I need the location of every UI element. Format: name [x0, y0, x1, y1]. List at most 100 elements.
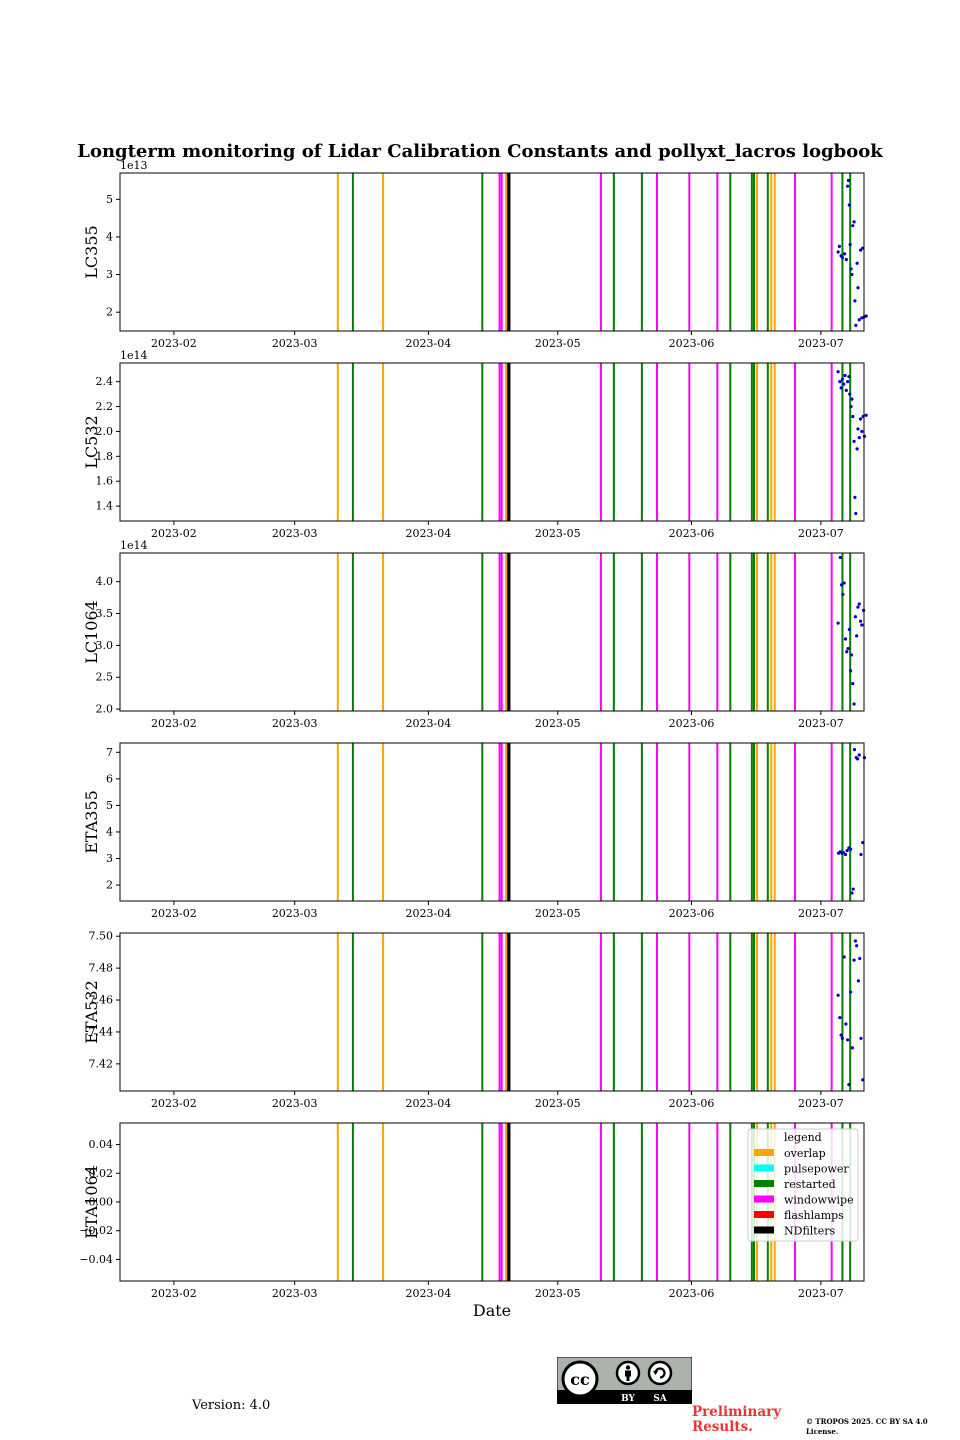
data-point	[852, 748, 857, 752]
version-label: Version: 4.0	[192, 1398, 271, 1413]
data-point	[836, 370, 840, 374]
data-point	[857, 318, 861, 322]
badge-by-label: BY	[621, 1394, 635, 1404]
data-point	[847, 1083, 851, 1087]
legend-entry-label: flashlamps	[784, 1209, 844, 1222]
legend-swatch	[754, 1226, 774, 1234]
data-point	[842, 252, 847, 256]
y-axis-label: ETA355	[82, 790, 101, 854]
x-tick-label: 2023-07	[798, 1287, 844, 1300]
x-tick-label: 2023-06	[669, 717, 715, 730]
y-tick-label: 0.04	[89, 1138, 114, 1151]
data-point	[851, 224, 855, 228]
y-tick-label: 2.0	[96, 703, 114, 716]
x-tick-label: 2023-04	[406, 907, 452, 920]
data-point	[849, 653, 854, 657]
cc-license-badge: cc BY SA	[557, 1357, 692, 1404]
y-tick-label: 2	[106, 879, 113, 892]
x-tick-label: 2023-03	[272, 1287, 318, 1300]
legend-entry-label: windowwipe	[784, 1194, 854, 1207]
data-point	[860, 429, 864, 434]
data-point	[841, 592, 845, 597]
data-point	[860, 316, 864, 320]
data-point	[851, 414, 855, 419]
subplot-eta355: 2 3 4 5 6 7 ETA355 2023-02 2023-03 2023-04 2023-05…	[82, 742, 867, 920]
data-point	[843, 373, 847, 378]
subplot-eta1064: −0.04 −0.02 0.00 0.02 0.04 ETA1064 2023-02 2023…	[79, 1122, 865, 1300]
data-point	[852, 439, 856, 443]
data-point	[860, 623, 864, 627]
y-tick-label: 7.44	[89, 1025, 114, 1038]
data-point	[864, 413, 868, 417]
badge-sa-label: SA	[653, 1394, 667, 1404]
x-tick-label: 2023-04	[406, 337, 452, 350]
y-axis-label: LC355	[82, 225, 101, 278]
x-tick-label: 2023-03	[272, 337, 318, 350]
data-point	[837, 244, 842, 248]
x-tick-label: 2023-07	[798, 907, 844, 920]
x-tick-label: 2023-04	[406, 1287, 452, 1300]
data-point	[856, 979, 860, 983]
sa-icon	[647, 1360, 673, 1386]
x-tick-label: 2023-05	[535, 1097, 581, 1110]
data-point	[850, 1046, 854, 1050]
axes-frame	[119, 172, 865, 332]
copyright-notice: © TROPOS 2025. CC BY SA 4.0 License.	[806, 1417, 928, 1436]
x-tick-label: 2023-02	[151, 1287, 197, 1300]
legend-swatch	[754, 1149, 774, 1156]
y-tick-label: 0.00	[89, 1196, 114, 1209]
legend-entry-label: pulsepower	[784, 1163, 849, 1176]
data-point	[849, 669, 853, 673]
y-tick-label: 1.4	[96, 500, 114, 513]
data-point	[845, 848, 849, 853]
legend-swatch	[754, 1180, 774, 1187]
y-tick-label: 7.42	[89, 1057, 114, 1070]
x-tick-label: 2023-02	[151, 527, 197, 540]
x-tick-label: 2023-03	[272, 717, 318, 730]
data-point	[858, 956, 862, 961]
y-tick-label: 5	[106, 193, 113, 206]
data-point	[855, 261, 859, 265]
y-tick-label: 3	[106, 268, 113, 281]
data-point	[853, 615, 857, 619]
data-point	[842, 382, 846, 386]
x-tick-label: 2023-05	[535, 337, 581, 350]
data-point	[855, 447, 859, 451]
data-point	[843, 852, 848, 857]
y-tick-label: 4.0	[96, 575, 114, 588]
y-tick-label: −0.04	[79, 1253, 113, 1266]
data-point	[858, 417, 863, 421]
axes-frame	[119, 742, 865, 902]
data-point	[859, 1036, 863, 1040]
data-point	[843, 637, 848, 641]
data-point	[846, 380, 850, 384]
y-tick-label: 2.4	[96, 375, 114, 388]
data-point	[858, 619, 863, 623]
data-point	[849, 847, 853, 851]
data-point	[842, 955, 846, 959]
data-point	[856, 286, 860, 290]
data-point	[836, 993, 840, 997]
data-point	[851, 682, 855, 686]
data-point	[856, 427, 860, 431]
data-point	[839, 386, 843, 390]
y-offset-label: 1e14	[120, 539, 148, 552]
data-point	[836, 250, 840, 254]
data-point	[850, 272, 854, 277]
data-point	[854, 323, 858, 327]
y-tick-label: 3	[106, 852, 113, 865]
subplot-lc355: 2 3 4 5 1e13 LC355 2023-02 2023-03 2023-04 2023-0…	[82, 159, 868, 350]
y-tick-label: 5	[106, 799, 113, 812]
data-point	[855, 634, 859, 638]
y-tick-label: 7	[106, 746, 113, 759]
x-axis-label: Date	[472, 1301, 512, 1320]
y-tick-label: 0.02	[89, 1167, 114, 1180]
y-axis-label: ETA532	[82, 980, 101, 1044]
data-point	[853, 299, 857, 303]
x-tick-label: 2023-05	[535, 717, 581, 730]
data-point	[840, 1036, 845, 1040]
data-point	[846, 646, 850, 651]
x-tick-label: 2023-05	[535, 1287, 581, 1300]
data-point	[857, 436, 861, 440]
x-tick-label: 2023-06	[669, 1287, 715, 1300]
